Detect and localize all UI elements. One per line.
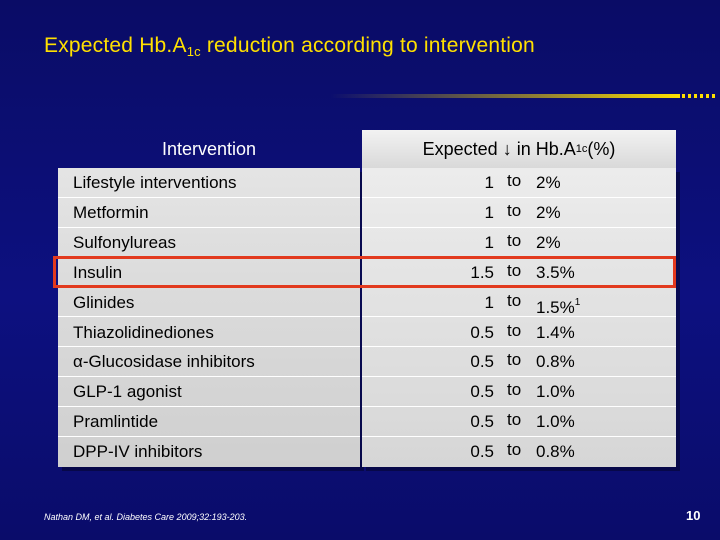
intervention-name: Glinides [73, 292, 135, 312]
reduction-column: 1 to 2% 1 to 2% 1 to 2% 1.5 to 3.5% 1 to 1.5%1 0.5 to 1.4… [362, 168, 676, 467]
intervention-name: Pramlintide [73, 412, 159, 432]
row-divider [362, 226, 676, 228]
header-expected-reduction: Expected ↓ in Hb.A 1c (%) [362, 130, 676, 168]
row-divider [58, 436, 360, 438]
table-row: DPP-IV inhibitors [58, 437, 360, 467]
reduction-low: 0.5 [470, 352, 494, 372]
range-to-label: to [507, 171, 522, 190]
reduction-low: 0.5 [470, 382, 494, 402]
range-to-label: to [507, 200, 522, 220]
reduction-high: 2% [536, 232, 561, 252]
reduction-high: 2% [536, 173, 561, 192]
row-divider [362, 346, 676, 348]
range-to-label: to [507, 320, 522, 340]
row-divider [58, 406, 360, 408]
table-row: 0.5 to 1.0% [362, 377, 676, 408]
table-row: 1 to 2% [362, 228, 676, 258]
row-divider [58, 196, 360, 198]
intervention-name: Lifestyle interventions [73, 173, 237, 192]
title-underline [330, 94, 680, 98]
reduction-low: 1 [484, 202, 494, 222]
row-divider [58, 376, 360, 378]
title-subscript: 1c [186, 44, 201, 59]
reduction-high: 0.8% [536, 352, 575, 372]
row-divider [58, 316, 360, 318]
table-row: 1 to 2% [362, 198, 676, 228]
table-row: 0.5 to 0.8% [362, 437, 676, 467]
row-divider [58, 226, 360, 228]
table-row: Pramlintide [58, 407, 360, 438]
row-divider [362, 196, 676, 198]
footnote-marker: 1 [574, 296, 581, 308]
intervention-name: Insulin [73, 262, 123, 282]
reduction-high: 1.0% [536, 382, 575, 402]
header-intervention: Intervention [161, 138, 257, 159]
range-to-label: to [507, 440, 522, 460]
citation-footnote: Nathan DM, et al. Diabetes Care 2009;32:… [44, 512, 248, 522]
intervention-name: Sulfonylureas [73, 232, 177, 252]
intervention-name: Thiazolidinediones [73, 322, 214, 342]
range-to-label: to [507, 410, 522, 430]
row-divider [362, 316, 676, 318]
slide-title: Expected Hb.A1c reduction according to i… [44, 34, 535, 59]
title-underline-dots [682, 94, 716, 98]
intervention-name: α-Glucosidase inhibitors [73, 352, 255, 372]
intervention-name: DPP-IV inhibitors [73, 442, 203, 462]
reduction-high: 1.0% [536, 412, 575, 432]
table-row: α-Glucosidase inhibitors [58, 347, 360, 378]
table-row: Sulfonylureas [58, 228, 360, 258]
page-number: 10 [686, 508, 701, 523]
interventions-column: Lifestyle interventions Metformin Sulfonyl… [58, 168, 360, 467]
intervention-name: Metformin [73, 202, 149, 222]
reduction-high: 1.4% [536, 322, 575, 342]
table-row: 1.5 to 3.5% [362, 258, 676, 288]
header-subscript: 1c [575, 143, 588, 155]
row-divider [362, 436, 676, 438]
reduction-low: 0.5 [470, 412, 494, 432]
table-row: 1 to 1.5%1 [362, 288, 676, 318]
range-to-label: to [507, 350, 522, 370]
table-row: 0.5 to 0.8% [362, 347, 676, 378]
reduction-low: 1 [484, 232, 494, 252]
table-row: Thiazolidinediones [58, 318, 360, 348]
range-to-label: to [507, 260, 522, 280]
reduction-low: 1 [484, 292, 494, 312]
table-row: Insulin [58, 258, 360, 288]
range-to-label: to [507, 380, 522, 400]
reduction-high: 0.8% [536, 442, 575, 462]
reduction-low: 1 [484, 173, 494, 192]
reduction-low: 0.5 [470, 322, 494, 342]
table-row: 1 to 2% [362, 168, 676, 198]
table-row: Lifestyle interventions [58, 168, 360, 198]
intervention-name: GLP-1 agonist [73, 382, 182, 402]
reduction-high: 1.5%1 [536, 296, 581, 317]
reduction-low: 0.5 [470, 442, 494, 462]
table-row: Metformin [58, 198, 360, 228]
table-row: 0.5 to 1.0% [362, 407, 676, 438]
row-divider [362, 406, 676, 408]
range-to-label: to [507, 290, 522, 310]
row-divider [58, 346, 360, 348]
reduction-low: 1.5 [470, 262, 494, 282]
reduction-high: 3.5% [536, 262, 575, 282]
table-row: GLP-1 agonist [58, 377, 360, 408]
reduction-high: 2% [536, 202, 561, 222]
table-row: 0.5 to 1.4% [362, 318, 676, 348]
range-to-label: to [507, 230, 522, 250]
row-divider [362, 376, 676, 378]
table-row: Glinides [58, 288, 360, 318]
